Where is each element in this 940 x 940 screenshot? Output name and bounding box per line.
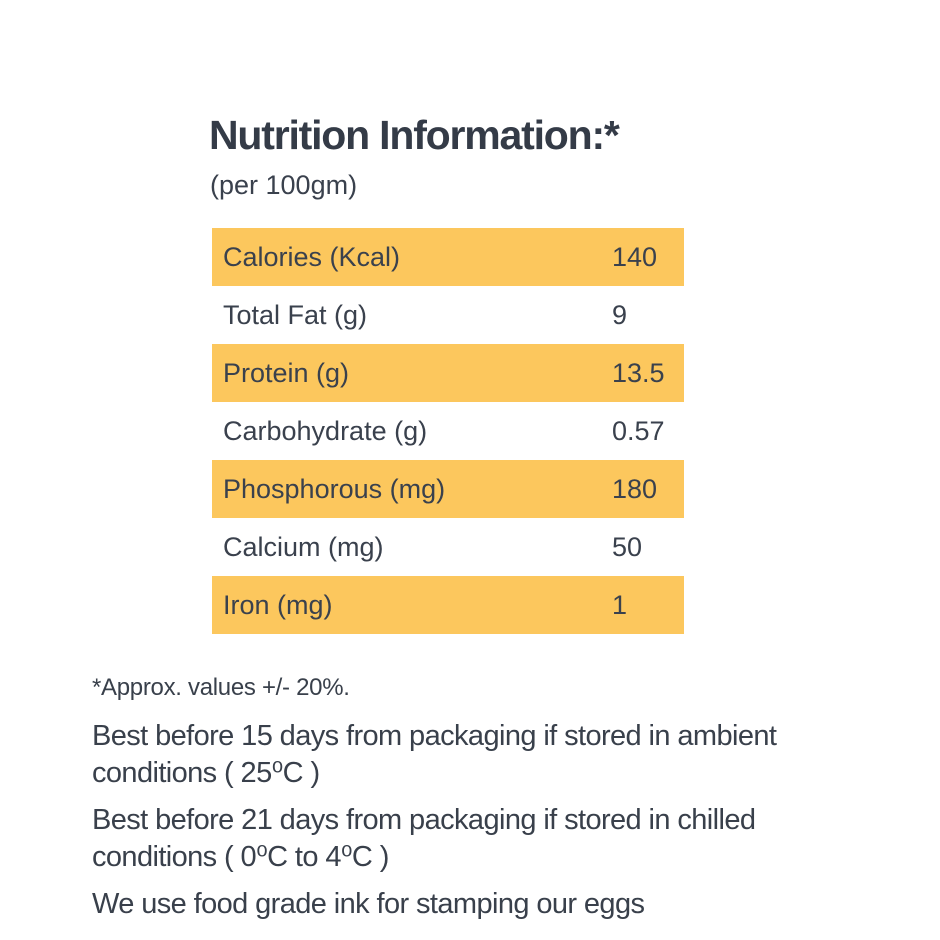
storage-note-chilled: Best before 21 days from packaging if st… bbox=[92, 804, 756, 873]
nutrient-label: Total Fat (g) bbox=[223, 299, 368, 330]
table-row: Iron (mg) 1 bbox=[212, 576, 684, 634]
food-grade-ink-note: We use food grade ink for stamping our e… bbox=[92, 888, 645, 920]
nutrient-value: 180 bbox=[612, 473, 658, 504]
nutrient-label: Iron (mg) bbox=[223, 589, 333, 620]
footer-notes: *Approx. values +/- 20%. Best before 15 … bbox=[92, 674, 862, 923]
table-row: Carbohydrate (g) 0.57 bbox=[212, 402, 684, 460]
nutrient-value: 140 bbox=[612, 241, 658, 272]
serving-size-subtitle: (per 100gm) bbox=[210, 170, 358, 200]
nutrient-label: Protein (g) bbox=[223, 357, 350, 388]
nutrient-value: 9 bbox=[612, 299, 628, 330]
table-row: Calories (Kcal) 140 bbox=[212, 228, 684, 286]
table-row: Total Fat (g) 9 bbox=[212, 286, 684, 344]
nutrient-label: Phosphorous (mg) bbox=[223, 473, 446, 504]
nutrient-value: 0.57 bbox=[612, 415, 665, 446]
nutrition-table: Calories (Kcal) 140 Total Fat (g) 9 Prot… bbox=[212, 228, 684, 634]
nutrient-label: Calcium (mg) bbox=[223, 531, 384, 562]
nutrient-value: 1 bbox=[612, 589, 628, 620]
table-row: Phosphorous (mg) 180 bbox=[212, 460, 684, 518]
nutrient-label: Calories (Kcal) bbox=[223, 241, 401, 272]
storage-note-ambient: Best before 15 days from packaging if st… bbox=[92, 720, 777, 789]
table-row: Protein (g) 13.5 bbox=[212, 344, 684, 402]
page-title: Nutrition Information:* bbox=[209, 112, 620, 158]
table-row: Calcium (mg) 50 bbox=[212, 518, 684, 576]
nutrient-value: 50 bbox=[612, 531, 643, 562]
approx-values-footnote: *Approx. values +/- 20%. bbox=[92, 674, 350, 701]
nutrient-value: 13.5 bbox=[612, 357, 665, 388]
nutrient-label: Carbohydrate (g) bbox=[223, 415, 428, 446]
